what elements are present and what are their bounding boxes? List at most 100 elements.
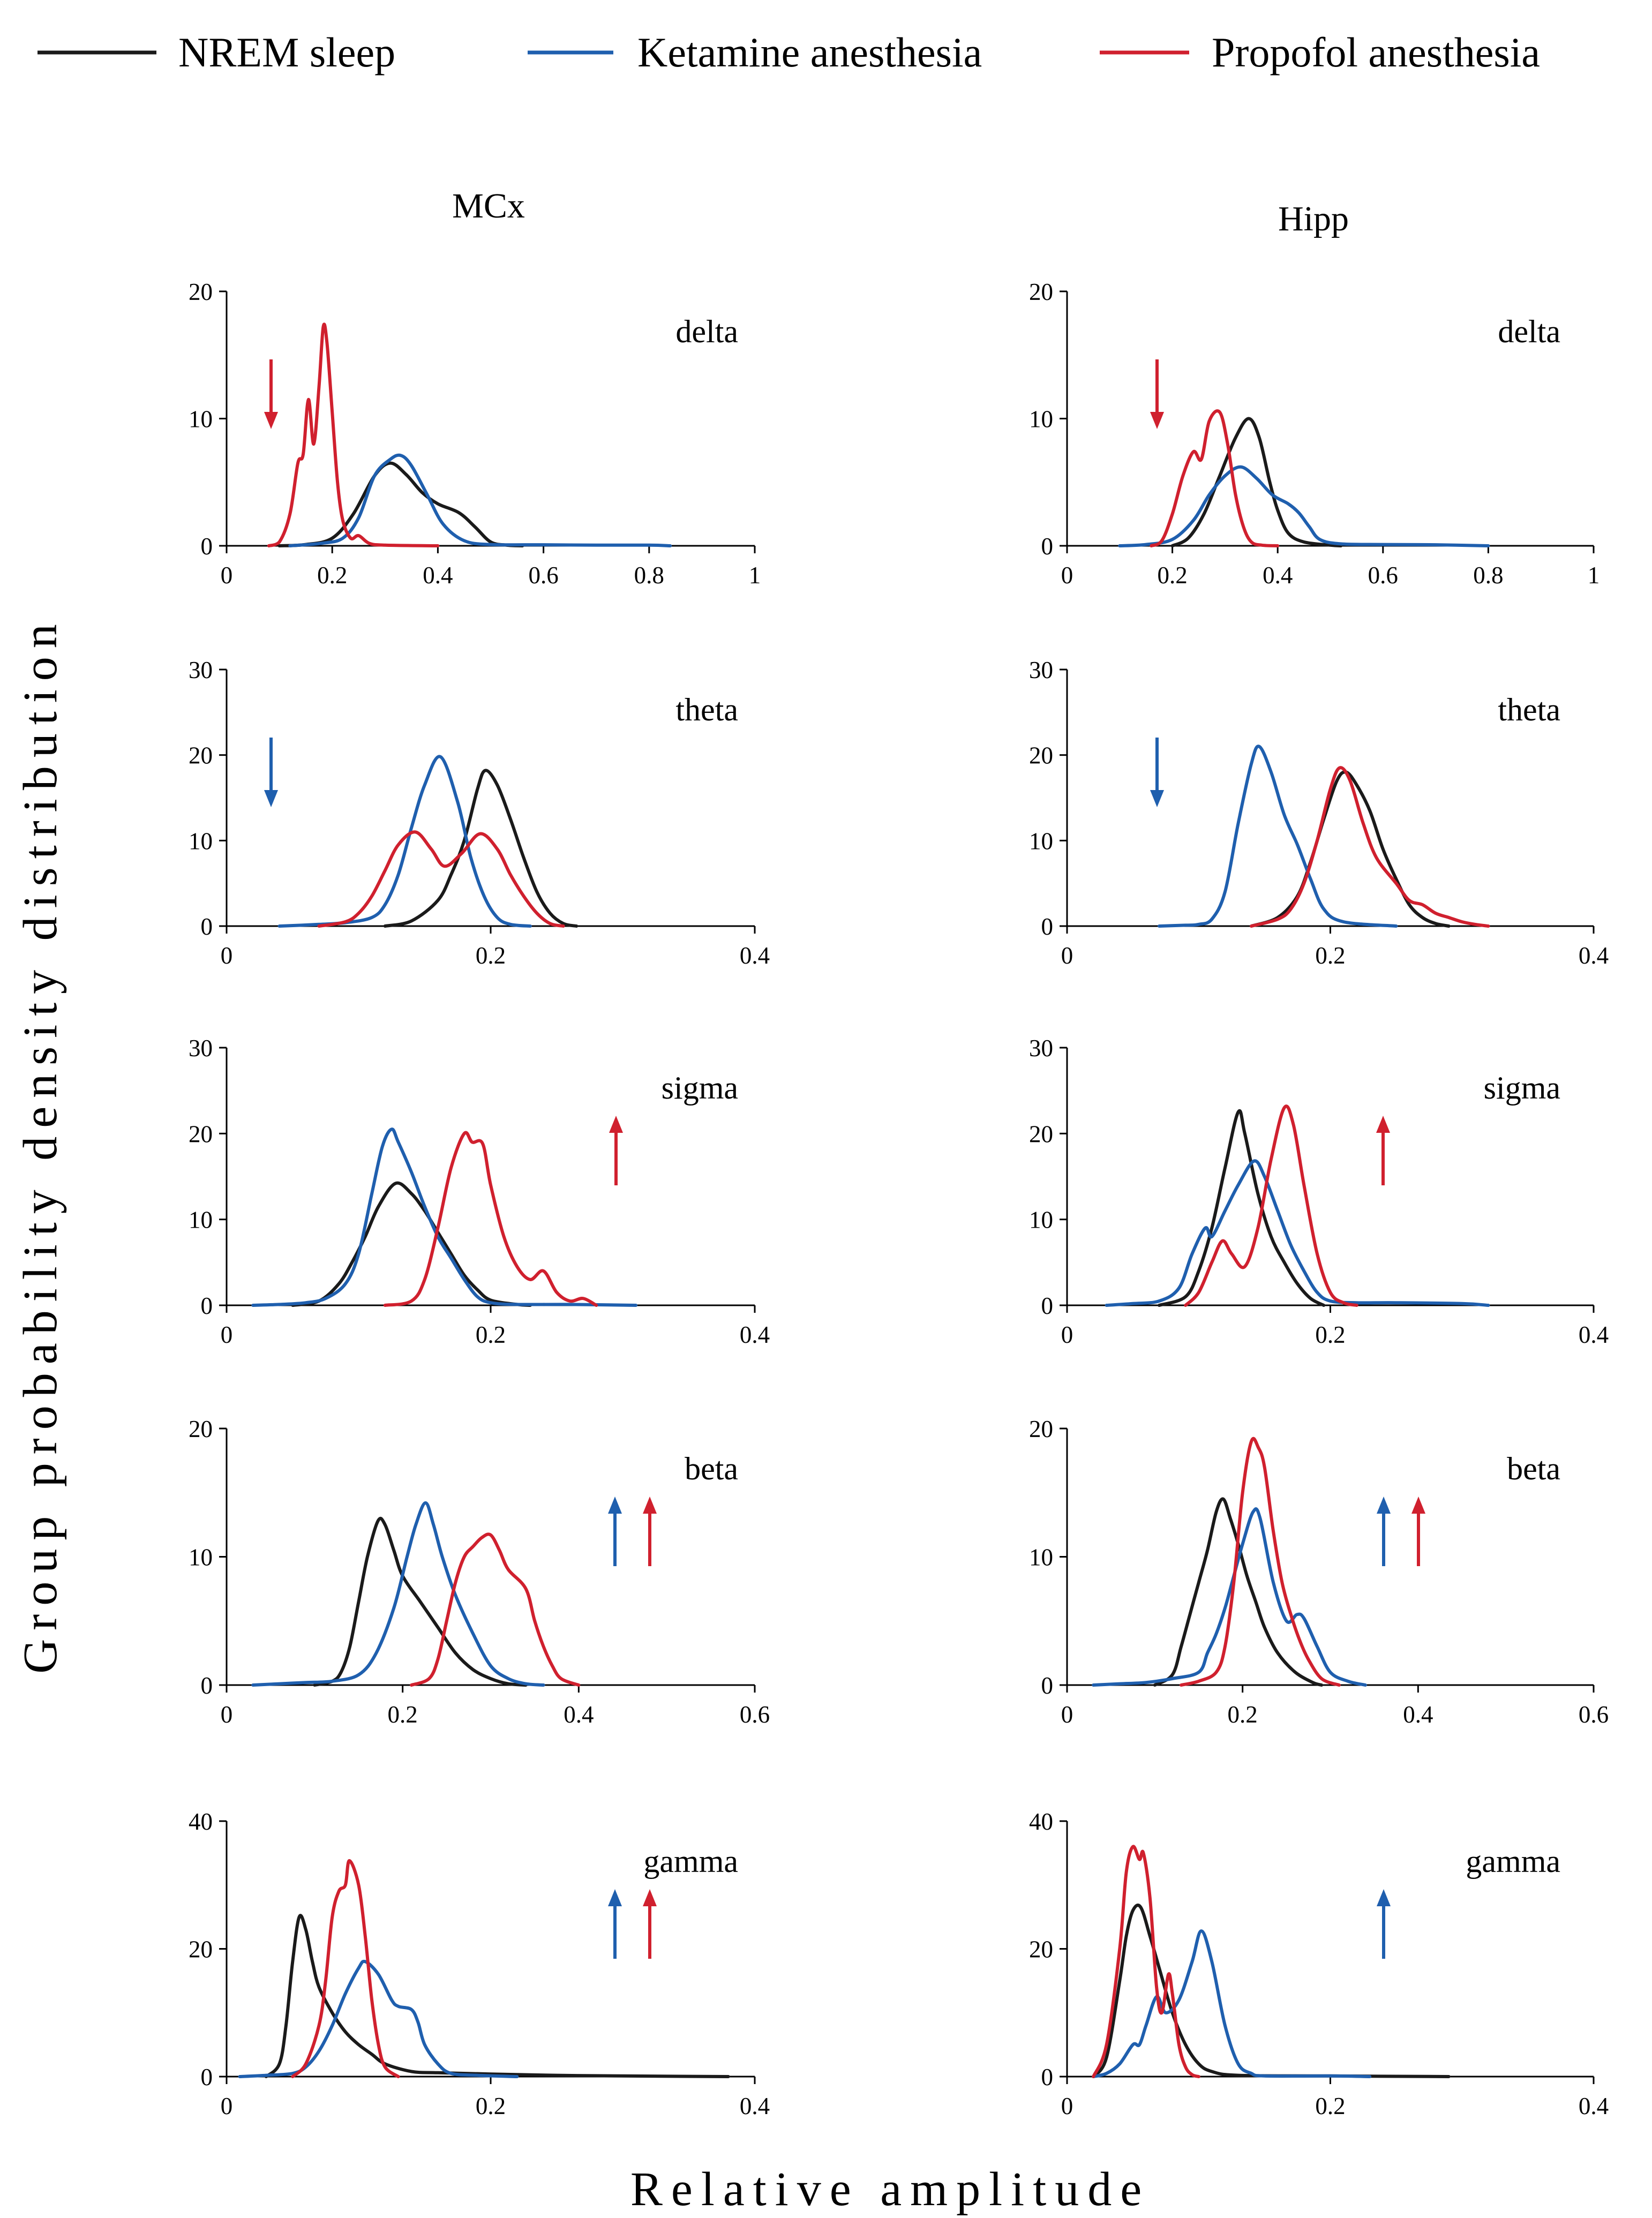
series-line-nrem	[1092, 1904, 1451, 2078]
x-tick-label: 0	[221, 1321, 233, 1348]
y-tick-label: 20	[1029, 1416, 1053, 1442]
x-tick-label: 0	[1061, 2093, 1073, 2119]
legend-label: NREM sleep	[178, 29, 395, 76]
panel-mcx-gamma: 0 0.2 0.4 0 20 40 gamma ↑ ↑	[189, 1808, 770, 2119]
series-line-ketamine	[251, 1127, 638, 1307]
series-line-ketamine	[288, 453, 672, 547]
y-tick-label: 20	[189, 742, 213, 769]
series-line-nrem	[313, 1516, 528, 1687]
y-tick-label: 30	[189, 1035, 213, 1062]
x-tick-label: 0.4	[423, 562, 453, 589]
series-line-ketamine	[251, 1501, 545, 1687]
series-line-propofol	[383, 1131, 598, 1307]
series-line-ketamine	[277, 755, 532, 928]
y-tick-label: 20	[189, 1936, 213, 1963]
x-tick-label: 1	[749, 562, 761, 589]
y-tick-label: 10	[189, 406, 213, 433]
y-tick-label: 10	[1029, 1207, 1053, 1234]
x-tick-label: 0.2	[1315, 2093, 1345, 2119]
x-tick-label: 0.6	[740, 1701, 770, 1728]
x-tick-label: 0	[221, 1701, 233, 1728]
legend-label: Ketamine anesthesia	[637, 29, 982, 76]
legend-label: Propofol anesthesia	[1212, 29, 1540, 76]
x-axis-title: Relative amplitude	[630, 2163, 1150, 2216]
arrow-up-icon: ↑	[608, 1889, 622, 1959]
x-tick-label: 0	[1061, 1321, 1073, 1348]
x-tick-label: 0.4	[740, 942, 770, 969]
y-tick-label: 20	[1029, 1936, 1053, 1963]
band-label: gamma	[643, 1844, 738, 1879]
arrow-down-icon: ↓	[1150, 738, 1164, 807]
y-tick-label: 20	[189, 279, 213, 305]
band-label: theta	[675, 692, 738, 727]
column-title: MCx	[452, 186, 525, 225]
y-tick-label: 0	[201, 913, 213, 940]
x-tick-label: 0.8	[634, 562, 664, 589]
x-tick-label: 0.2	[476, 942, 506, 969]
series-line-nrem	[1158, 1109, 1326, 1307]
band-label: gamma	[1466, 1844, 1560, 1879]
x-tick-label: 0.4	[1403, 1701, 1433, 1728]
y-tick-label: 0	[201, 533, 213, 560]
panels: 00.20.40.60.8101020delta↓00.20.40.60.810…	[189, 279, 1609, 2119]
band-label: beta	[1507, 1451, 1560, 1486]
arrow-up-icon: ↑	[643, 1497, 657, 1566]
series-line-ketamine	[1105, 1159, 1490, 1307]
x-tick-label: 0	[1061, 1701, 1073, 1728]
arrow-down-icon: ↓	[264, 738, 278, 807]
arrow-up-icon: ↑	[643, 1889, 657, 1959]
x-tick-label: 0	[221, 2093, 233, 2119]
panel-hipp-sigma: 0 0.2 0.4 0 10 20 30 sigma ↑	[1029, 1035, 1609, 1348]
panel-mcx-beta: 0 0.2 0.4 0.6 0 10 20 beta ↑ ↑	[189, 1416, 770, 1728]
y-tick-label: 0	[1041, 2064, 1054, 2091]
x-tick-label: 0	[1061, 562, 1073, 589]
arrow-up-icon: ↑	[609, 1116, 623, 1185]
x-tick-label: 0.2	[317, 562, 347, 589]
panel-mcx-theta: 0 0.2 0.4 0 10 20 30 theta ↓	[189, 657, 770, 969]
y-tick-label: 0	[201, 1292, 213, 1319]
series-line-nrem	[383, 769, 579, 928]
series-line-ketamine	[1118, 465, 1490, 547]
x-tick-label: 0.4	[1579, 942, 1609, 969]
y-tick-label: 10	[189, 1207, 213, 1234]
y-tick-label: 20	[189, 1416, 213, 1442]
series-line-propofol	[410, 1532, 581, 1687]
y-tick-label: 10	[1029, 406, 1053, 433]
band-label: theta	[1498, 692, 1560, 727]
y-tick-label: 30	[189, 657, 213, 683]
x-tick-label: 1	[1588, 562, 1600, 589]
y-tick-label: 0	[201, 1672, 213, 1699]
x-tick-label: 0	[221, 942, 233, 969]
legend: NREM sleep Ketamine anesthesia Propofol an…	[37, 29, 1540, 76]
column-titles: MCx Hipp	[452, 186, 1349, 238]
band-label: delta	[1498, 314, 1560, 349]
x-tick-label: 0.2	[1157, 562, 1187, 589]
series-line-nrem	[277, 461, 524, 547]
legend-item: NREM sleep	[37, 29, 395, 76]
arrow-down-icon: ↓	[264, 359, 278, 429]
series-line-nrem	[264, 1914, 730, 2078]
x-tick-label: 0.2	[476, 1321, 506, 1348]
arrow-down-icon: ↓	[1150, 359, 1164, 429]
arrow-up-icon: ↑	[608, 1497, 622, 1566]
series-line-propofol	[317, 830, 565, 928]
y-tick-label: 10	[189, 1544, 213, 1571]
panel-hipp-beta: 0 0.2 0.4 0.6 0 10 20 beta ↑ ↑	[1029, 1416, 1609, 1728]
series-line-nrem	[1170, 417, 1343, 547]
x-tick-label: 0.4	[1263, 562, 1293, 589]
x-tick-label: 0	[1061, 942, 1073, 969]
y-tick-label: 0	[1041, 1292, 1054, 1319]
y-tick-label: 30	[1029, 657, 1053, 683]
x-tick-label: 0.4	[740, 2093, 770, 2119]
y-tick-label: 0	[1041, 913, 1054, 940]
x-tick-label: 0.6	[528, 562, 558, 589]
y-tick-label: 10	[1029, 828, 1053, 854]
x-tick-label: 0.2	[388, 1701, 418, 1728]
y-axis-title: Group probability density distribution	[14, 615, 67, 1673]
series-line-ketamine	[1092, 1929, 1372, 2078]
series-line-propofol	[267, 322, 440, 547]
series-line-nrem	[1153, 1497, 1324, 1687]
y-tick-label: 0	[1041, 1672, 1054, 1699]
